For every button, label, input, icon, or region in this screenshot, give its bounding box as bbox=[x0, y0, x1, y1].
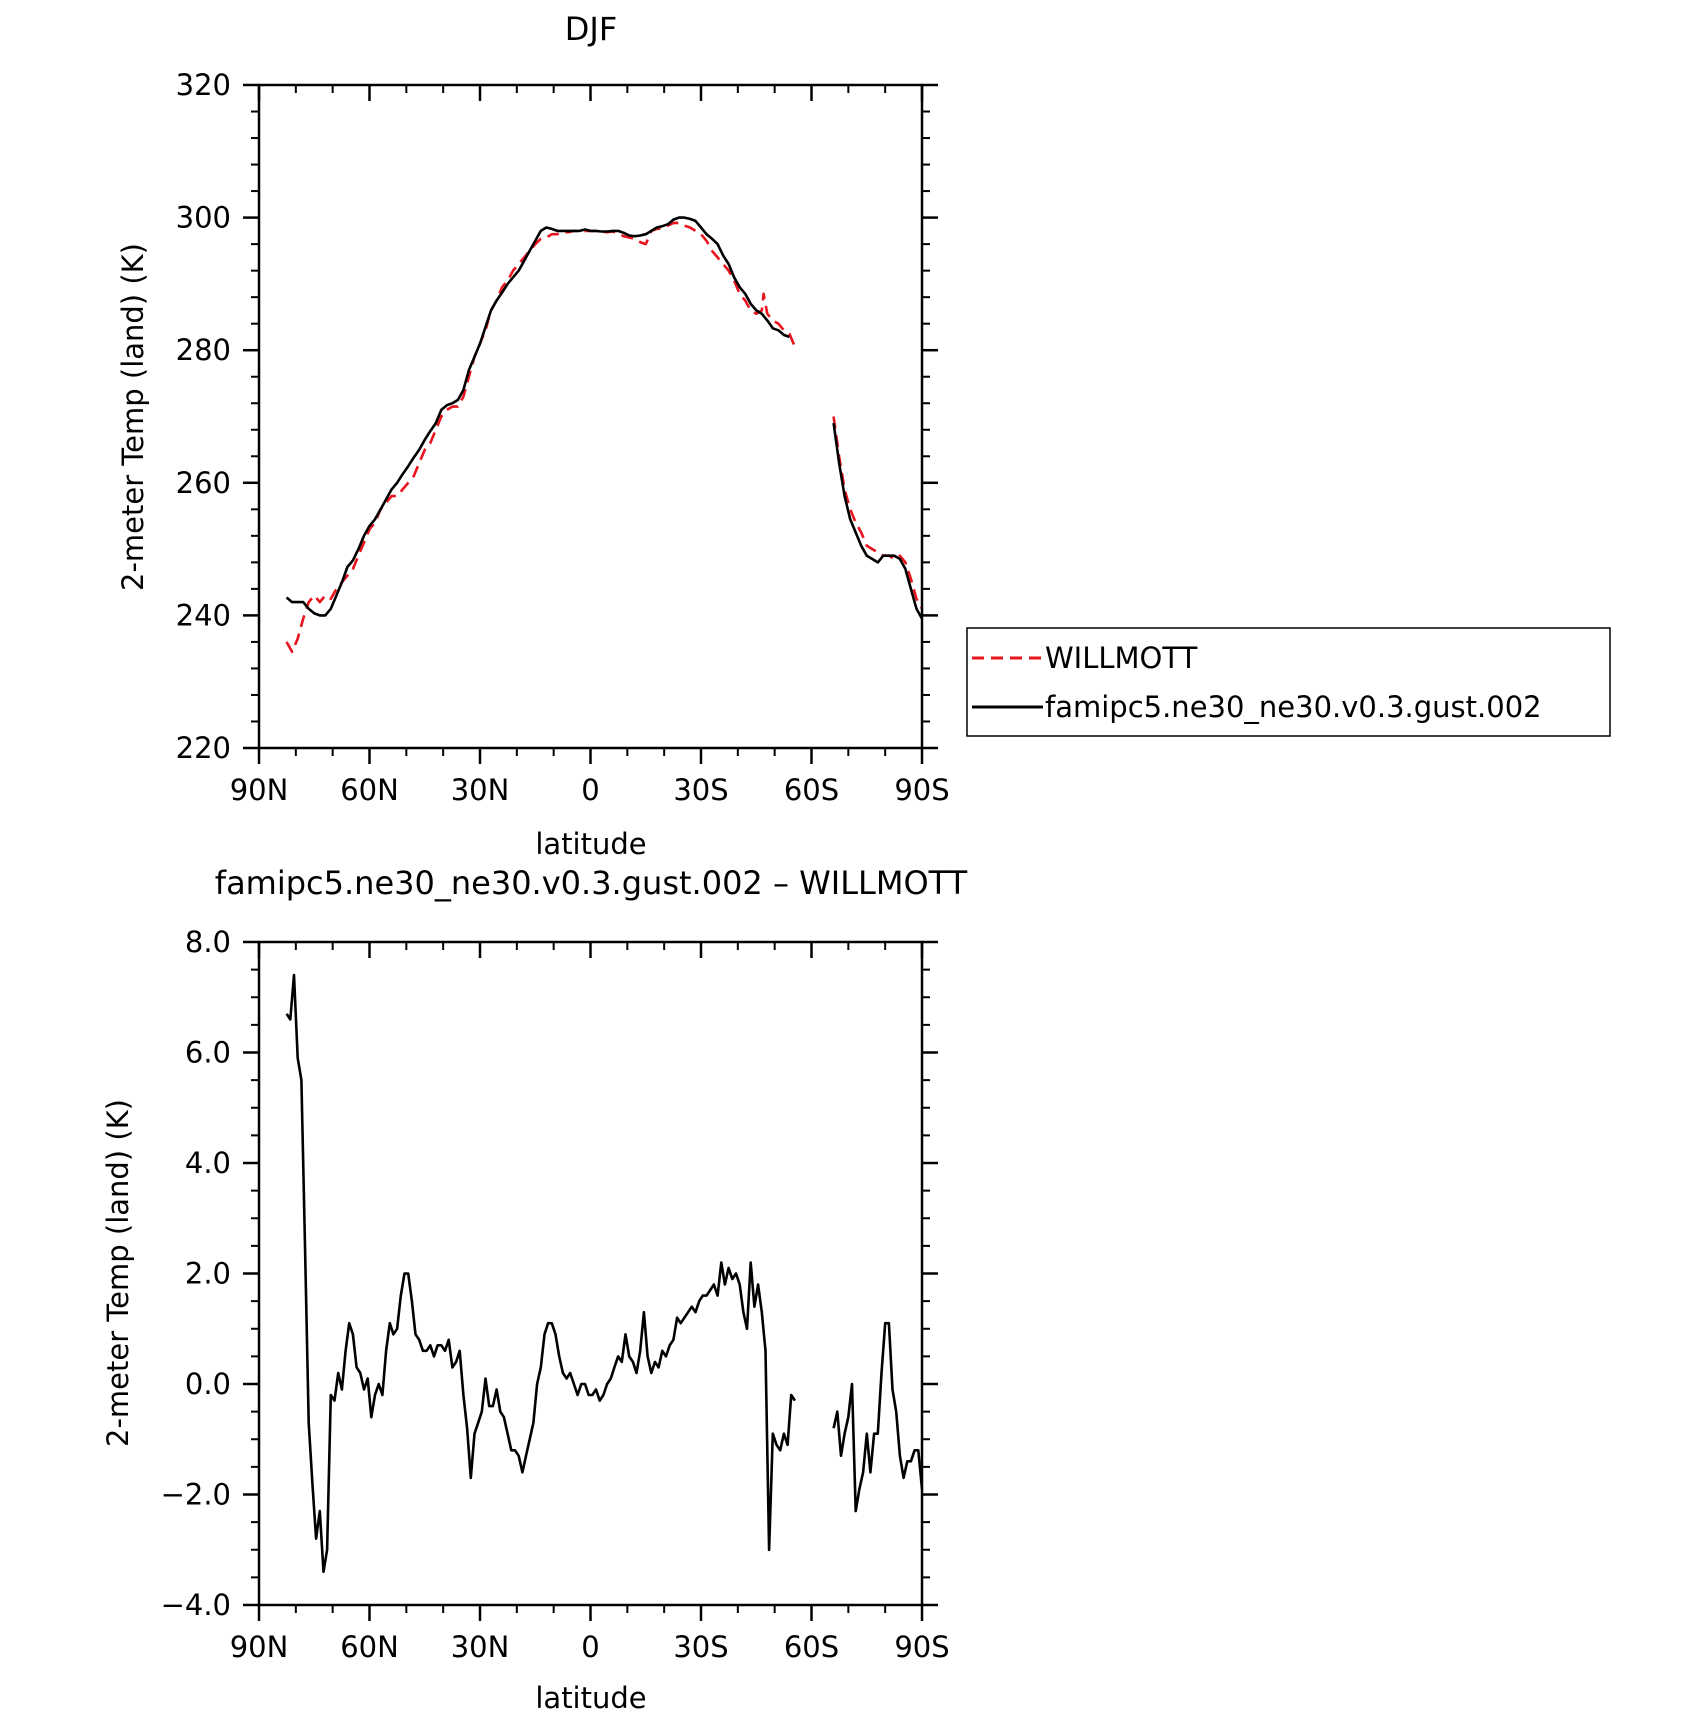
top-y-tick-label: 240 bbox=[176, 598, 231, 632]
top-y-tick-label: 300 bbox=[176, 201, 231, 235]
top-y-axis-label: 2-meter Temp (land) (K) bbox=[116, 243, 150, 591]
top-x-tick-labels: 90N 60N 30N 0 30S 60S 90S bbox=[230, 773, 950, 807]
top-plot-frame bbox=[257, 83, 924, 750]
legend-box bbox=[966, 627, 1611, 737]
top-y-tick-label: 320 bbox=[176, 68, 231, 102]
bottom-y-tick-label: 0.0 bbox=[185, 1367, 231, 1401]
top-series-willmott-segment-0 bbox=[285, 221, 797, 654]
bottom-panel: famipc5.ne30_ne30.v0.3.gust.002 – WILLMO… bbox=[101, 864, 968, 1713]
bottom-y-tick-label: 6.0 bbox=[185, 1036, 231, 1070]
top-series-famipc5-ne30-ne30-v0-3-gust-002-segment-0 bbox=[285, 216, 790, 617]
top-series-willmott-segment-1 bbox=[832, 416, 924, 610]
bottom-y-tick-label: −2.0 bbox=[161, 1478, 231, 1512]
bottom-x-tick-label: 30N bbox=[451, 1630, 510, 1664]
top-axis-ticks bbox=[243, 83, 938, 764]
top-y-tick-label: 260 bbox=[176, 466, 231, 500]
bottom-y-tick-labels: 8.0 6.0 4.0 2.0 0.0 −2.0 −4.0 bbox=[161, 925, 231, 1622]
bottom-chart-title: famipc5.ne30_ne30.v0.3.gust.002 – WILLMO… bbox=[215, 864, 968, 902]
legend: WILLMOTT famipc5.ne30_ne30.v0.3.gust.002 bbox=[966, 627, 1611, 737]
bottom-x-tick-label: 90N bbox=[230, 1630, 289, 1664]
bottom-x-tick-label: 60S bbox=[784, 1630, 839, 1664]
bottom-y-axis-label: 2-meter Temp (land) (K) bbox=[101, 1099, 135, 1447]
bottom-series-group bbox=[285, 973, 924, 1574]
top-x-axis-label: latitude bbox=[535, 827, 646, 861]
top-x-tick-label: 60S bbox=[784, 773, 839, 807]
bottom-x-tick-label: 90S bbox=[894, 1630, 949, 1664]
top-y-tick-label: 220 bbox=[176, 731, 231, 765]
top-series-group bbox=[285, 216, 924, 654]
bottom-axis-ticks bbox=[243, 940, 938, 1621]
top-x-tick-label: 30N bbox=[451, 773, 510, 807]
bottom-x-axis-label: latitude bbox=[535, 1681, 646, 1713]
bottom-y-tick-label: 4.0 bbox=[185, 1146, 231, 1180]
bottom-y-tick-label: 2.0 bbox=[185, 1257, 231, 1291]
top-y-tick-label: 280 bbox=[176, 333, 231, 367]
bottom-x-tick-label: 0 bbox=[581, 1630, 599, 1664]
top-y-tick-labels: 320 300 280 260 240 220 bbox=[176, 68, 231, 765]
bottom-y-tick-label: 8.0 bbox=[185, 925, 231, 959]
legend-label-model: famipc5.ne30_ne30.v0.3.gust.002 bbox=[1045, 690, 1542, 724]
top-series-famipc5-ne30-ne30-v0-3-gust-002-segment-1 bbox=[832, 422, 924, 620]
bottom-x-tick-label: 30S bbox=[673, 1630, 728, 1664]
bottom-series-difference-segment-0 bbox=[285, 973, 796, 1574]
top-x-tick-label: 60N bbox=[340, 773, 399, 807]
bottom-x-tick-label: 60N bbox=[340, 1630, 399, 1664]
top-x-tick-label: 90S bbox=[894, 773, 949, 807]
top-x-tick-label: 30S bbox=[673, 773, 728, 807]
top-chart-title: DJF bbox=[565, 10, 617, 48]
bottom-x-tick-labels: 90N 60N 30N 0 30S 60S 90S bbox=[230, 1630, 950, 1664]
top-x-tick-label: 90N bbox=[230, 773, 289, 807]
bottom-plot-frame bbox=[257, 940, 924, 1607]
top-x-tick-label: 0 bbox=[581, 773, 599, 807]
bottom-series-difference-segment-1 bbox=[832, 1321, 924, 1513]
bottom-y-tick-label: −4.0 bbox=[161, 1588, 231, 1622]
legend-label-willmott: WILLMOTT bbox=[1045, 641, 1198, 675]
